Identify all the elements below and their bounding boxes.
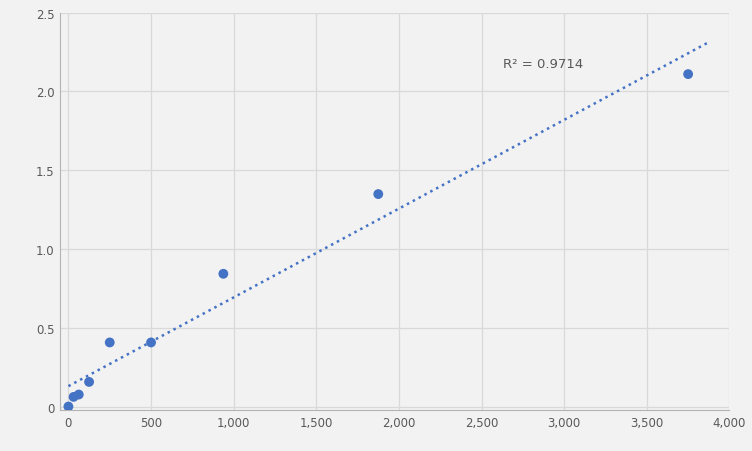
Point	[83, 378, 95, 386]
Point	[217, 271, 229, 278]
Point	[682, 71, 694, 78]
Point	[62, 403, 74, 410]
Point	[145, 339, 157, 346]
Point	[372, 191, 384, 198]
Point	[104, 339, 116, 346]
Point	[73, 391, 85, 398]
Point	[68, 393, 80, 400]
Text: R² = 0.9714: R² = 0.9714	[503, 58, 584, 71]
